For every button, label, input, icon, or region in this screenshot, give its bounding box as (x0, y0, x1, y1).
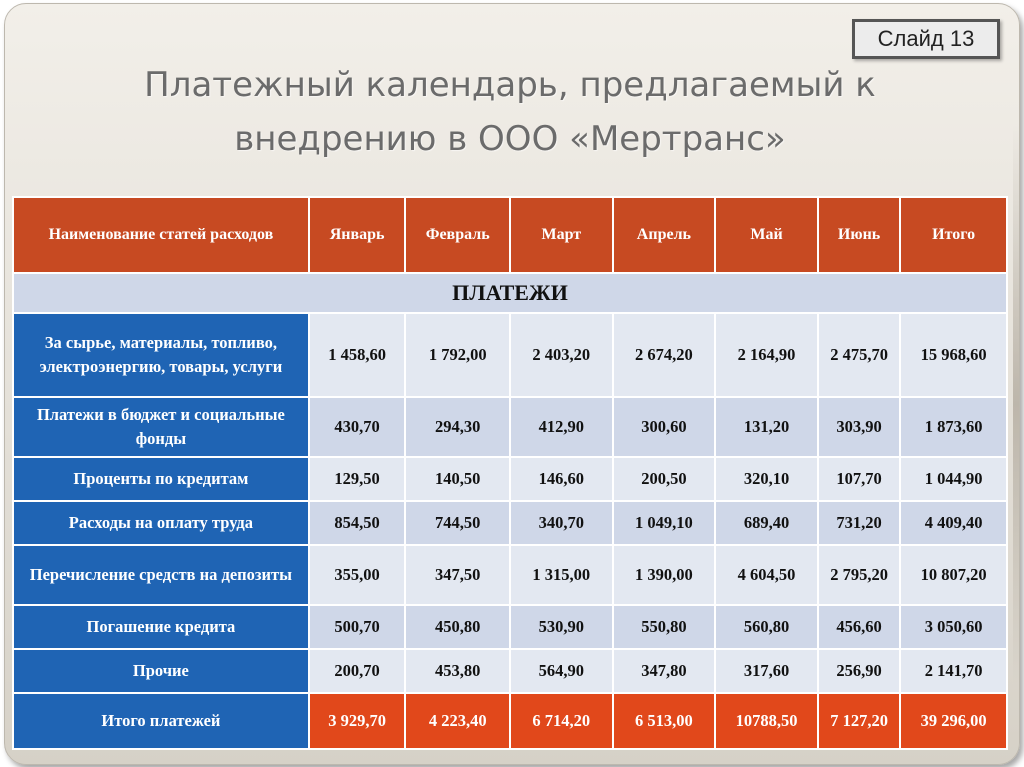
table-row: За сырье, материалы, топливо, электроэне… (14, 314, 1006, 396)
table-cell: 107,70 (818, 458, 900, 500)
row-label: Расходы на оплату труда (14, 502, 308, 544)
section-label: ПЛАТЕЖИ (14, 274, 1006, 312)
table-cell: 10 807,20 (901, 546, 1006, 604)
table-cell: 131,20 (716, 398, 817, 456)
table-cell: 1 390,00 (613, 546, 715, 604)
slide-number-box: Слайд 13 (852, 19, 1000, 59)
table-cell: 689,40 (716, 502, 817, 544)
title-line-2: внедрению в ООО «Мертранс» (234, 119, 786, 159)
header-cell: Апрель (613, 198, 715, 272)
table-cell: 4 409,40 (901, 502, 1006, 544)
table-cell: 854,50 (309, 502, 405, 544)
row-label: Перечисление средств на депозиты (14, 546, 308, 604)
table-cell: 1 873,60 (901, 398, 1006, 456)
row-label: Проценты по кредитам (14, 458, 308, 500)
header-cell: Май (716, 198, 817, 272)
table-cell: 256,90 (818, 650, 900, 692)
table-cell: 200,70 (309, 650, 405, 692)
total-cell: 39 296,00 (901, 694, 1006, 748)
table-cell: 300,60 (613, 398, 715, 456)
table-cell: 303,90 (818, 398, 900, 456)
table-cell: 744,50 (406, 502, 509, 544)
table-cell: 2 674,20 (613, 314, 715, 396)
table-cell: 3 050,60 (901, 606, 1006, 648)
table-cell: 456,60 (818, 606, 900, 648)
table-row: Расходы на оплату труда 854,50 744,50 34… (14, 502, 1006, 544)
total-label: Итого платежей (14, 694, 308, 748)
header-cell: Январь (309, 198, 405, 272)
table-row: Проценты по кредитам 129,50 140,50 146,6… (14, 458, 1006, 500)
table-cell: 15 968,60 (901, 314, 1006, 396)
table-cell: 2 475,70 (818, 314, 900, 396)
header-cell: Февраль (406, 198, 509, 272)
total-cell: 6 714,20 (511, 694, 612, 748)
row-label: Погашение кредита (14, 606, 308, 648)
table-cell: 140,50 (406, 458, 509, 500)
header-row: Наименование статей расходов Январь Февр… (14, 198, 1006, 272)
table-cell: 317,60 (716, 650, 817, 692)
total-cell: 10788,50 (716, 694, 817, 748)
table-row: Платежи в бюджет и социальные фонды 430,… (14, 398, 1006, 456)
table-row: Прочие 200,70 453,80 564,90 347,80 317,6… (14, 650, 1006, 692)
table-cell: 450,80 (406, 606, 509, 648)
table-cell: 500,70 (309, 606, 405, 648)
table-cell: 340,70 (511, 502, 612, 544)
table-cell: 347,80 (613, 650, 715, 692)
payment-calendar-table: Наименование статей расходов Январь Февр… (12, 196, 1008, 750)
table-cell: 320,10 (716, 458, 817, 500)
table-cell: 560,80 (716, 606, 817, 648)
header-cell: Июнь (818, 198, 900, 272)
table-cell: 550,80 (613, 606, 715, 648)
table-cell: 1 792,00 (406, 314, 509, 396)
table-cell: 530,90 (511, 606, 612, 648)
table-row: Перечисление средств на депозиты 355,00 … (14, 546, 1006, 604)
table-cell: 1 049,10 (613, 502, 715, 544)
table-cell: 453,80 (406, 650, 509, 692)
total-cell: 3 929,70 (309, 694, 405, 748)
header-cell: Март (511, 198, 612, 272)
table-cell: 1 458,60 (309, 314, 405, 396)
row-label: Прочие (14, 650, 308, 692)
table-cell: 146,60 (511, 458, 612, 500)
table-cell: 2 164,90 (716, 314, 817, 396)
total-cell: 4 223,40 (406, 694, 509, 748)
table-row: Погашение кредита 500,70 450,80 530,90 5… (14, 606, 1006, 648)
table-cell: 355,00 (309, 546, 405, 604)
table-cell: 200,50 (613, 458, 715, 500)
table-cell: 564,90 (511, 650, 612, 692)
table-cell: 430,70 (309, 398, 405, 456)
table-cell: 2 795,20 (818, 546, 900, 604)
total-cell: 7 127,20 (818, 694, 900, 748)
table-cell: 412,90 (511, 398, 612, 456)
table-cell: 129,50 (309, 458, 405, 500)
table-cell: 294,30 (406, 398, 509, 456)
table-cell: 731,20 (818, 502, 900, 544)
table-cell: 1 315,00 (511, 546, 612, 604)
row-label: Платежи в бюджет и социальные фонды (14, 398, 308, 456)
row-label: За сырье, материалы, топливо, электроэне… (14, 314, 308, 396)
slide-title: Платежный календарь, предлагаемый к внед… (60, 58, 960, 166)
total-cell: 6 513,00 (613, 694, 715, 748)
table-cell: 2 141,70 (901, 650, 1006, 692)
table-cell: 4 604,50 (716, 546, 817, 604)
header-cell: Наименование статей расходов (14, 198, 308, 272)
table-cell: 2 403,20 (511, 314, 612, 396)
title-line-1: Платежный календарь, предлагаемый к (144, 65, 876, 105)
table-cell: 347,50 (406, 546, 509, 604)
header-cell: Итого (901, 198, 1006, 272)
total-row: Итого платежей 3 929,70 4 223,40 6 714,2… (14, 694, 1006, 748)
table-cell: 1 044,90 (901, 458, 1006, 500)
section-row: ПЛАТЕЖИ (14, 274, 1006, 312)
